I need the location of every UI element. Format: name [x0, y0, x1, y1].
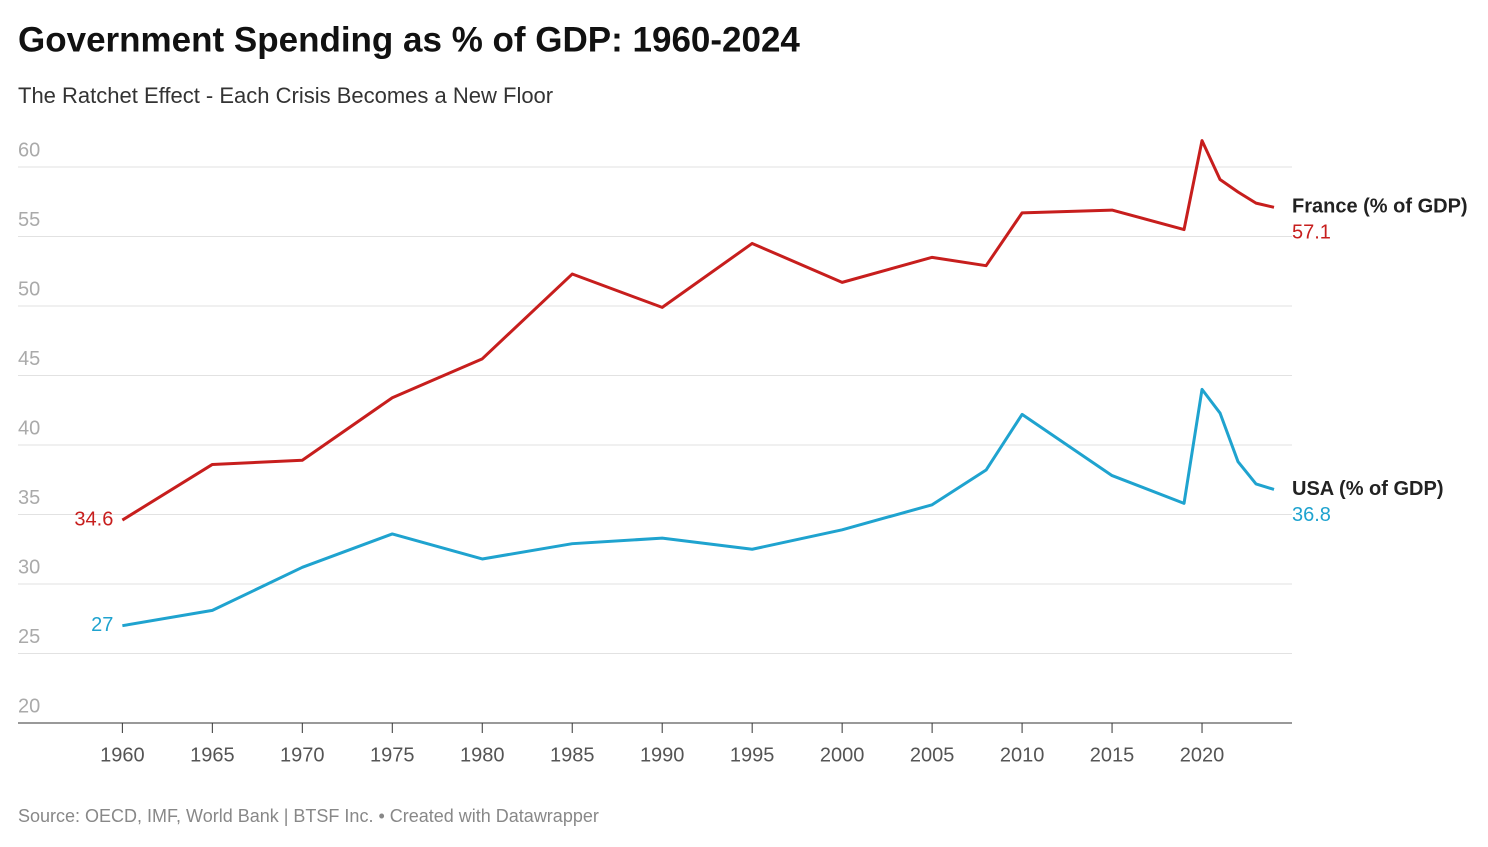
y-tick-label: 40 [18, 417, 40, 439]
x-tick-label: 1965 [190, 744, 235, 766]
chart-subtitle: The Ratchet Effect - Each Crisis Becomes… [18, 83, 553, 108]
x-tick-label: 2005 [910, 744, 955, 766]
data-line [122, 387, 1275, 628]
x-tick-label: 1990 [640, 744, 685, 766]
chart-title: Government Spending as % of GDP: 1960-20… [18, 20, 800, 59]
y-tick-label: 30 [18, 556, 40, 578]
legend-label: USA (% of GDP) [1292, 478, 1443, 500]
start-value-label: 27 [91, 614, 113, 636]
x-tick-label: 1960 [100, 744, 145, 766]
x-tick-label: 1985 [550, 744, 595, 766]
x-tick-label: 2015 [1090, 744, 1135, 766]
y-tick-label: 55 [18, 209, 40, 231]
x-tick-label: 2000 [820, 744, 865, 766]
y-tick-label: 20 [18, 695, 40, 717]
start-value-label: 34.6 [74, 508, 113, 530]
x-tick-label: 1995 [730, 744, 775, 766]
source-note: Source: OECD, IMF, World Bank | BTSF Inc… [18, 806, 599, 826]
y-tick-label: 35 [18, 487, 40, 509]
end-value-label: 57.1 [1292, 222, 1331, 244]
data-line [121, 139, 1275, 522]
y-tick-label: 50 [18, 278, 40, 300]
end-value-label: 36.8 [1292, 504, 1331, 526]
legend-label: France (% of GDP) [1292, 196, 1468, 218]
y-tick-label: 25 [18, 626, 40, 648]
x-tick-label: 1975 [370, 744, 415, 766]
x-tick-label: 1980 [460, 744, 505, 766]
y-tick-label: 60 [18, 139, 40, 161]
x-tick-label: 1970 [280, 744, 325, 766]
y-tick-label: 45 [18, 348, 40, 370]
x-tick-label: 2010 [1000, 744, 1045, 766]
x-tick-label: 2020 [1180, 744, 1225, 766]
